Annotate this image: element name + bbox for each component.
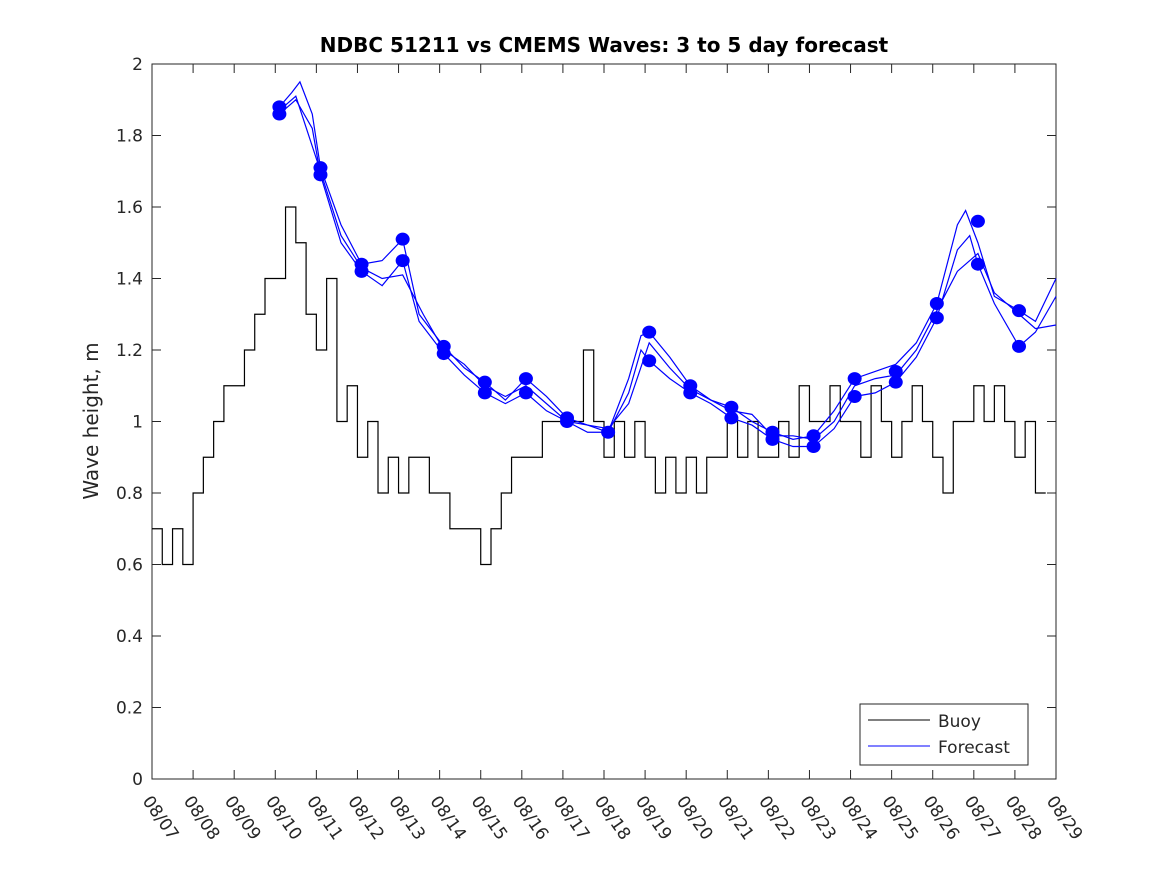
forecast-marker: [929, 297, 944, 311]
legend-buoy-label: Buoy: [938, 712, 981, 732]
forecast-marker: [518, 386, 533, 400]
forecast-marker: [847, 372, 862, 386]
forecast-marker: [395, 232, 410, 246]
x-tick-label: 08/24: [836, 792, 880, 844]
x-tick-label: 08/19: [631, 792, 675, 844]
forecast-marker: [929, 311, 944, 325]
x-tick-label: 08/17: [549, 792, 593, 844]
x-tick-label: 08/10: [261, 792, 305, 844]
forecast-marker: [477, 375, 492, 389]
y-tick-label: 1: [132, 413, 143, 433]
forecast-marker: [888, 364, 903, 378]
legend-box: [859, 703, 1029, 766]
legend-forecast-label: Forecast: [938, 738, 1010, 758]
forecast-marker: [642, 354, 657, 368]
y-tick-label: 2: [132, 55, 143, 75]
y-axis-label: Wave height, m: [79, 342, 103, 499]
buoy-line: [152, 206, 1046, 566]
x-tick-label: 08/22: [754, 792, 798, 844]
y-tick-label: 1.8: [116, 127, 143, 147]
x-tick-label: 08/13: [384, 792, 428, 844]
x-tick-label: 08/20: [672, 792, 716, 844]
forecast-marker: [436, 347, 451, 361]
y-tick-label: 0: [132, 770, 143, 790]
forecast-line: [278, 95, 1057, 441]
forecast-marker: [806, 440, 821, 454]
x-tick-label: 08/15: [467, 792, 511, 844]
x-tick-label: 08/29: [1042, 792, 1086, 844]
y-tick-label: 0.6: [116, 556, 143, 576]
forecast-marker: [518, 372, 533, 386]
forecast-marker: [683, 386, 698, 400]
forecast-marker: [970, 214, 985, 228]
forecast-marker: [724, 411, 739, 425]
forecast-marker: [970, 257, 985, 271]
y-tick-label: 1.2: [116, 341, 143, 361]
forecast-marker: [477, 386, 492, 400]
forecast-marker: [1012, 339, 1027, 353]
forecast-marker: [1012, 304, 1027, 318]
y-tick-label: 0.8: [116, 484, 143, 504]
x-tick-label: 08/27: [960, 792, 1004, 844]
x-tick-label: 08/16: [508, 792, 552, 844]
x-tick-label: 08/08: [179, 792, 223, 844]
y-tick-label: 1.6: [116, 198, 143, 218]
forecast-marker: [272, 107, 287, 121]
forecast-marker: [806, 429, 821, 443]
forecast-marker: [765, 432, 780, 446]
forecast-marker: [395, 254, 410, 268]
x-tick-label: 08/07: [138, 792, 182, 844]
x-tick-label: 08/25: [878, 792, 922, 844]
forecast-marker: [313, 168, 328, 182]
forecast-marker: [888, 375, 903, 389]
y-tick-label: 0.4: [116, 627, 143, 647]
forecast-marker: [354, 264, 369, 278]
y-tick-label: 1.4: [116, 270, 143, 290]
x-tick-label: 08/12: [343, 792, 387, 844]
y-tick-label: 0.2: [116, 699, 143, 719]
forecast-marker: [724, 400, 739, 414]
x-tick-label: 08/14: [426, 792, 470, 844]
x-tick-label: 08/23: [795, 792, 839, 844]
legend: Buoy Forecast: [859, 703, 1029, 766]
x-tick-label: 08/21: [713, 792, 757, 844]
x-tick-label: 08/09: [220, 792, 264, 844]
forecast-marker: [642, 325, 657, 339]
x-tick-label: 08/28: [1001, 792, 1045, 844]
x-tick-label: 08/11: [302, 792, 346, 844]
forecast-marker: [601, 425, 616, 439]
forecast-marker: [847, 389, 862, 403]
chart-title: NDBC 51211 vs CMEMS Waves: 3 to 5 day fo…: [320, 33, 889, 57]
x-tick-label: 08/18: [590, 792, 634, 844]
x-tick-label: 08/26: [919, 792, 963, 844]
forecast-marker: [560, 415, 575, 428]
